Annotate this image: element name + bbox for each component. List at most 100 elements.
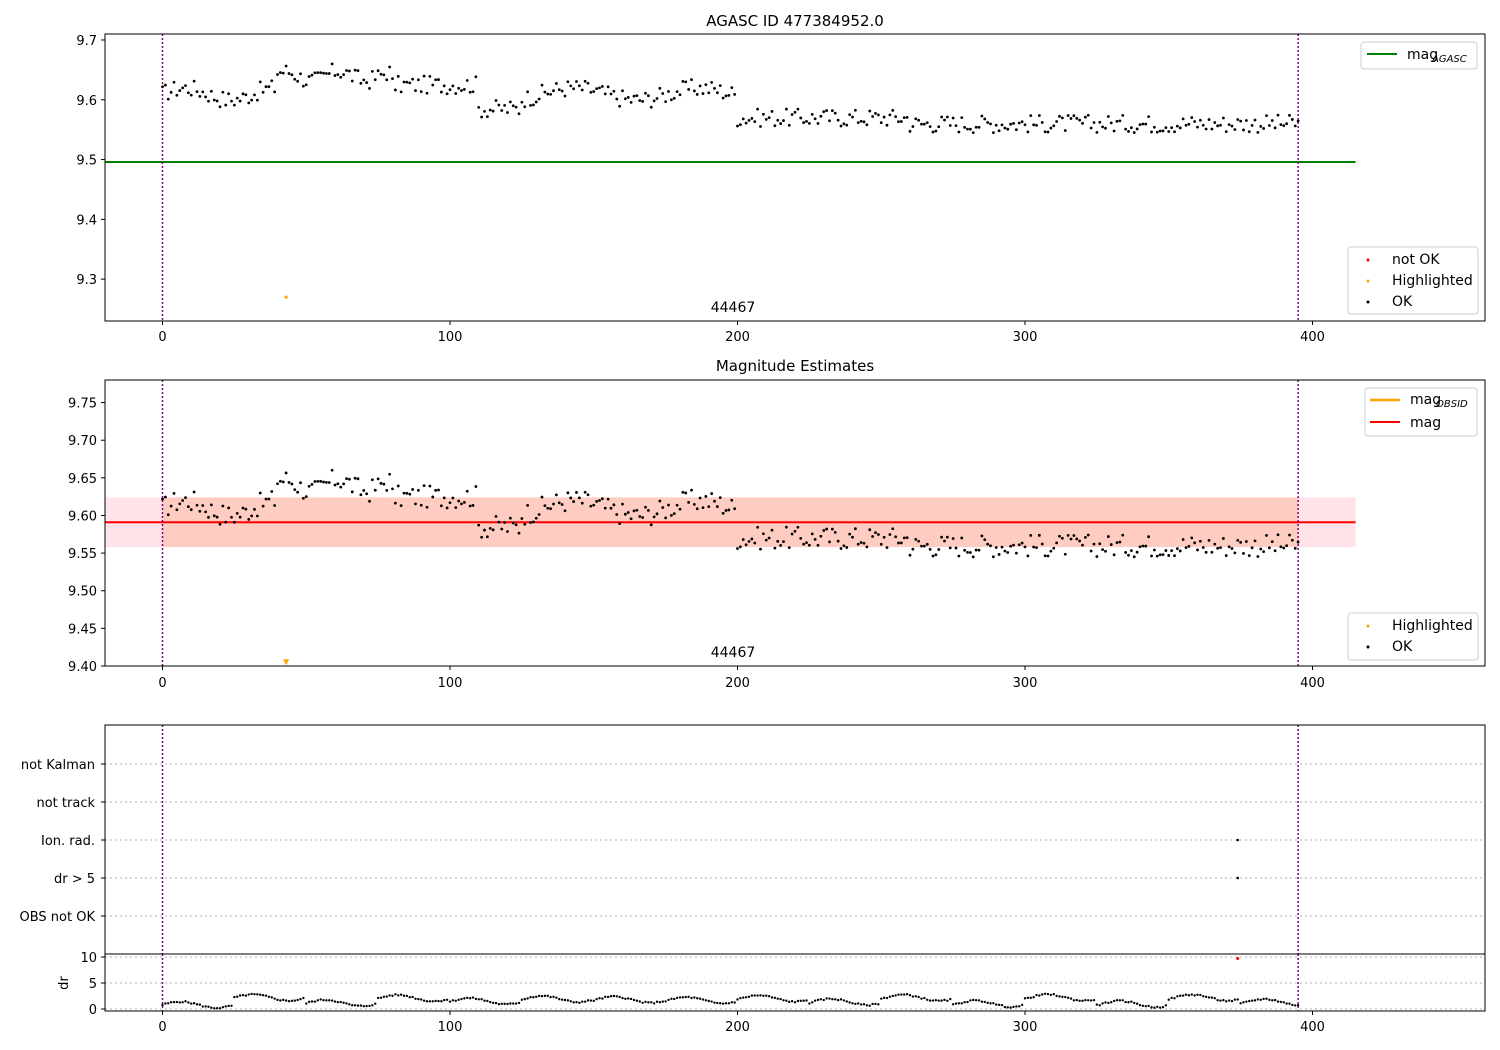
data-point [807, 543, 811, 547]
data-point [554, 82, 558, 85]
data-point [523, 105, 527, 109]
dr-point [862, 1003, 866, 1006]
data-point [862, 541, 866, 545]
dr-point [1112, 999, 1116, 1003]
data-point [945, 535, 949, 539]
data-point [621, 89, 624, 93]
dr-point [164, 1002, 167, 1005]
dr-point [750, 994, 754, 997]
dr-point [756, 994, 759, 997]
y-tick-label: 9.3 [76, 273, 97, 288]
dr-point [765, 994, 768, 997]
y-tick-label: 9.7 [76, 34, 97, 49]
dr-point [1210, 996, 1214, 999]
data-point [1104, 126, 1107, 130]
data-point [684, 80, 688, 84]
dr-point [1181, 994, 1185, 997]
data-point [770, 110, 774, 113]
data-point [1043, 554, 1047, 558]
data-point [1058, 114, 1061, 118]
dr-point [1222, 998, 1225, 1002]
data-point [871, 535, 875, 538]
data-point [284, 64, 288, 68]
data-point [189, 508, 193, 512]
data-point [250, 98, 254, 102]
dr-point [1253, 999, 1257, 1002]
data-point [707, 91, 711, 95]
data-point [1052, 124, 1056, 128]
dr-point [811, 1001, 814, 1004]
data-point [1072, 534, 1076, 537]
data-point [322, 480, 325, 484]
dr-point [888, 995, 892, 998]
data-point [529, 103, 532, 107]
dr-point [443, 998, 446, 1002]
dr-point [348, 1003, 351, 1006]
data-point [600, 85, 604, 88]
data-point [1129, 549, 1133, 553]
dr-point [506, 1002, 509, 1006]
dr-point [213, 1007, 216, 1010]
data-point [920, 122, 923, 126]
data-point [1296, 540, 1300, 544]
data-point [207, 515, 210, 519]
data-point [198, 509, 202, 513]
dr-point [885, 996, 889, 1000]
dr-point [345, 1002, 348, 1005]
data-point [1224, 130, 1228, 134]
dr-point [1064, 995, 1067, 999]
data-point [1161, 129, 1165, 133]
dr-point [1012, 1005, 1015, 1009]
data-point [790, 532, 794, 536]
data-point [879, 121, 883, 125]
data-point [822, 110, 826, 114]
data-point [437, 488, 440, 492]
data-point [1239, 119, 1243, 123]
data-point [345, 477, 348, 481]
data-point [1167, 130, 1171, 133]
dr-point [316, 999, 319, 1002]
data-point [1032, 545, 1036, 549]
dr-point [1058, 995, 1061, 998]
data-point [569, 496, 573, 500]
dr-point [1055, 994, 1058, 998]
data-point [393, 501, 397, 505]
data-point [848, 532, 852, 536]
data-point [612, 89, 616, 93]
data-point [471, 90, 475, 94]
data-point [830, 109, 834, 113]
dr-point [997, 1003, 1001, 1007]
dr-point [1124, 1000, 1127, 1004]
dr-point [928, 999, 932, 1002]
dr-point [376, 996, 380, 1000]
data-point [457, 499, 461, 503]
data-point [465, 489, 469, 493]
dr-point [572, 1001, 575, 1004]
data-point [609, 506, 613, 510]
dr-point [233, 995, 236, 999]
data-point [1014, 128, 1018, 132]
dr-point [512, 1002, 515, 1005]
data-point [192, 490, 196, 494]
dr-point [742, 996, 745, 999]
dr-point [650, 1001, 653, 1004]
data-point [741, 117, 745, 121]
data-point [396, 484, 400, 488]
data-point [868, 528, 872, 532]
data-point [1127, 129, 1130, 133]
data-point [1193, 120, 1197, 123]
data-point [560, 503, 564, 506]
dr-point [1089, 999, 1093, 1002]
data-point [1109, 121, 1113, 125]
dr-point [161, 1003, 164, 1007]
x-tick-label: 400 [1300, 1020, 1325, 1035]
data-point [859, 541, 863, 544]
dr-point [509, 1002, 512, 1005]
dr-point [299, 997, 302, 1001]
x-tick-label: 200 [725, 330, 750, 345]
data-point [1190, 116, 1194, 119]
dr-point [250, 992, 253, 996]
dr-point [558, 997, 561, 1001]
data-point [1147, 115, 1151, 119]
data-point [885, 546, 889, 549]
